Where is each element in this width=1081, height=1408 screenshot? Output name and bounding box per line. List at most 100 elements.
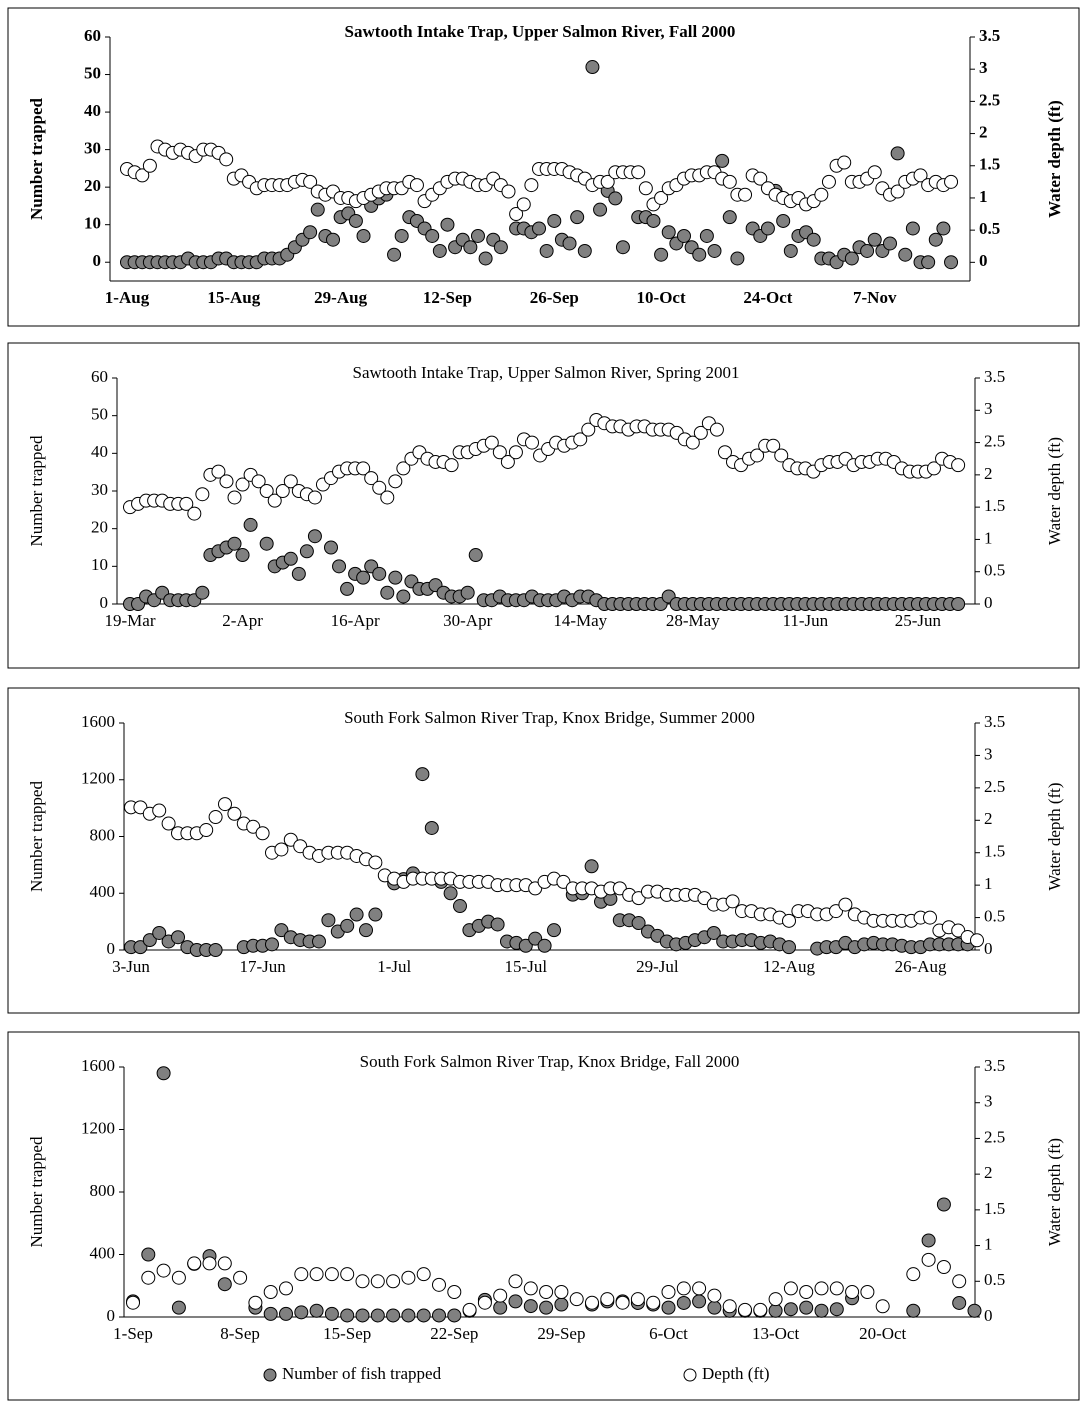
chart-title: South Fork Salmon River Trap, Knox Bridg… [360,1052,740,1071]
fish-point [844,251,859,266]
panel-border [7,342,1080,669]
legend-label: Depth (ft) [702,1364,770,1383]
depth-point [738,187,753,202]
depth-point [187,1256,202,1271]
fish-point [898,247,913,262]
fish-point [265,937,279,952]
y2-tick-label: 3 [979,58,988,77]
depth-point [525,435,539,450]
x-tick-label: 12-Aug [763,957,815,976]
x-tick-label: 26-Sep [530,288,579,307]
fish-point [386,1308,401,1323]
depth-point [161,816,176,831]
x-tick-label: 1-Sep [113,1324,153,1343]
fish-point [235,548,250,563]
fish-point [324,1306,339,1321]
x-tick-label: 17-Jun [239,957,286,976]
fish-point [730,251,745,266]
depth-point [179,496,194,511]
x-tick-label: 20-Oct [859,1324,906,1343]
chart-title: Sawtooth Intake Trap, Upper Salmon River… [345,22,736,41]
fish-point [380,585,395,600]
fish-point [394,228,409,243]
depth-point [523,1281,538,1296]
y2-tick-label: 2.5 [984,431,1005,450]
depth-point [141,1270,156,1285]
depth-point [340,1267,355,1282]
fish-point [661,1300,676,1315]
depth-point [217,1256,232,1271]
fish-point [171,1300,186,1315]
depth-point [401,1270,416,1285]
depth-point [890,184,905,199]
fish-point [460,585,475,600]
y2-tick-label: 0.5 [979,219,1000,238]
depth-point [500,454,515,469]
depth-point [970,933,984,948]
x-tick-label: 11-Jun [783,611,829,630]
fish-point [208,943,223,957]
depth-point [432,1277,446,1292]
depth-point [838,897,853,912]
fish-point [468,548,483,563]
fish-point [676,1295,691,1310]
depth-point [799,1285,814,1299]
panel: South Fork Salmon River Trap, Knox Bridg… [7,687,1080,1014]
y2-tick-label: 1.5 [984,842,1005,861]
fish-point [326,232,341,247]
x-tick-label: 15-Jul [505,957,548,976]
depth-point [927,461,941,476]
fish-point [243,517,258,532]
fish-point [547,923,561,938]
fish-point [401,1308,416,1323]
y2-tick-label: 0.5 [984,906,1005,925]
depth-point [722,174,737,189]
depth-point [462,1302,477,1317]
fish-point [867,232,882,247]
fish-point [692,1294,707,1309]
y-tick-label: 30 [91,480,108,499]
y-tick-label: 30 [84,139,101,158]
y2-tick-label: 2 [979,122,988,141]
depth-point [921,1252,936,1267]
fish-point [706,925,721,940]
fish-point [348,213,363,228]
depth-point [477,1295,492,1310]
fish-point [928,232,943,247]
fish-point [283,551,298,566]
depth-point [913,168,928,183]
fish-point [799,1300,814,1315]
fish-point [447,1308,462,1323]
depth-point [142,158,157,173]
fish-point [523,1299,538,1314]
fish-point [829,1302,844,1317]
y-tick-label: 0 [100,593,109,612]
fish-point [478,251,493,266]
fish-point [355,1308,370,1323]
fish-point [615,240,630,255]
depth-point [600,174,615,189]
y-tick-label: 60 [91,367,108,386]
x-tick-label: 26-Aug [895,957,947,976]
fish-point [279,1306,293,1321]
fish-point [370,1308,385,1323]
fish-point [562,236,577,251]
depth-point [875,1299,890,1314]
y-axis-label: Number trapped [27,435,46,546]
depth-point [355,1274,370,1289]
depth-point [219,152,234,167]
y-tick-label: 400 [90,1243,116,1262]
fish-point [967,1303,982,1318]
y-tick-label: 20 [84,176,101,195]
depth-point [388,474,403,489]
fish-point [532,221,547,236]
depth-point [783,1281,798,1296]
depth-point [782,913,796,928]
fish-point [768,1303,783,1318]
y2-tick-label: 2 [984,464,993,483]
y2-tick-label: 3.5 [984,1056,1005,1075]
x-tick-label: 24-Oct [743,288,792,307]
depth-point [444,458,459,473]
depth-point [294,1267,309,1282]
fish-point [537,938,552,953]
